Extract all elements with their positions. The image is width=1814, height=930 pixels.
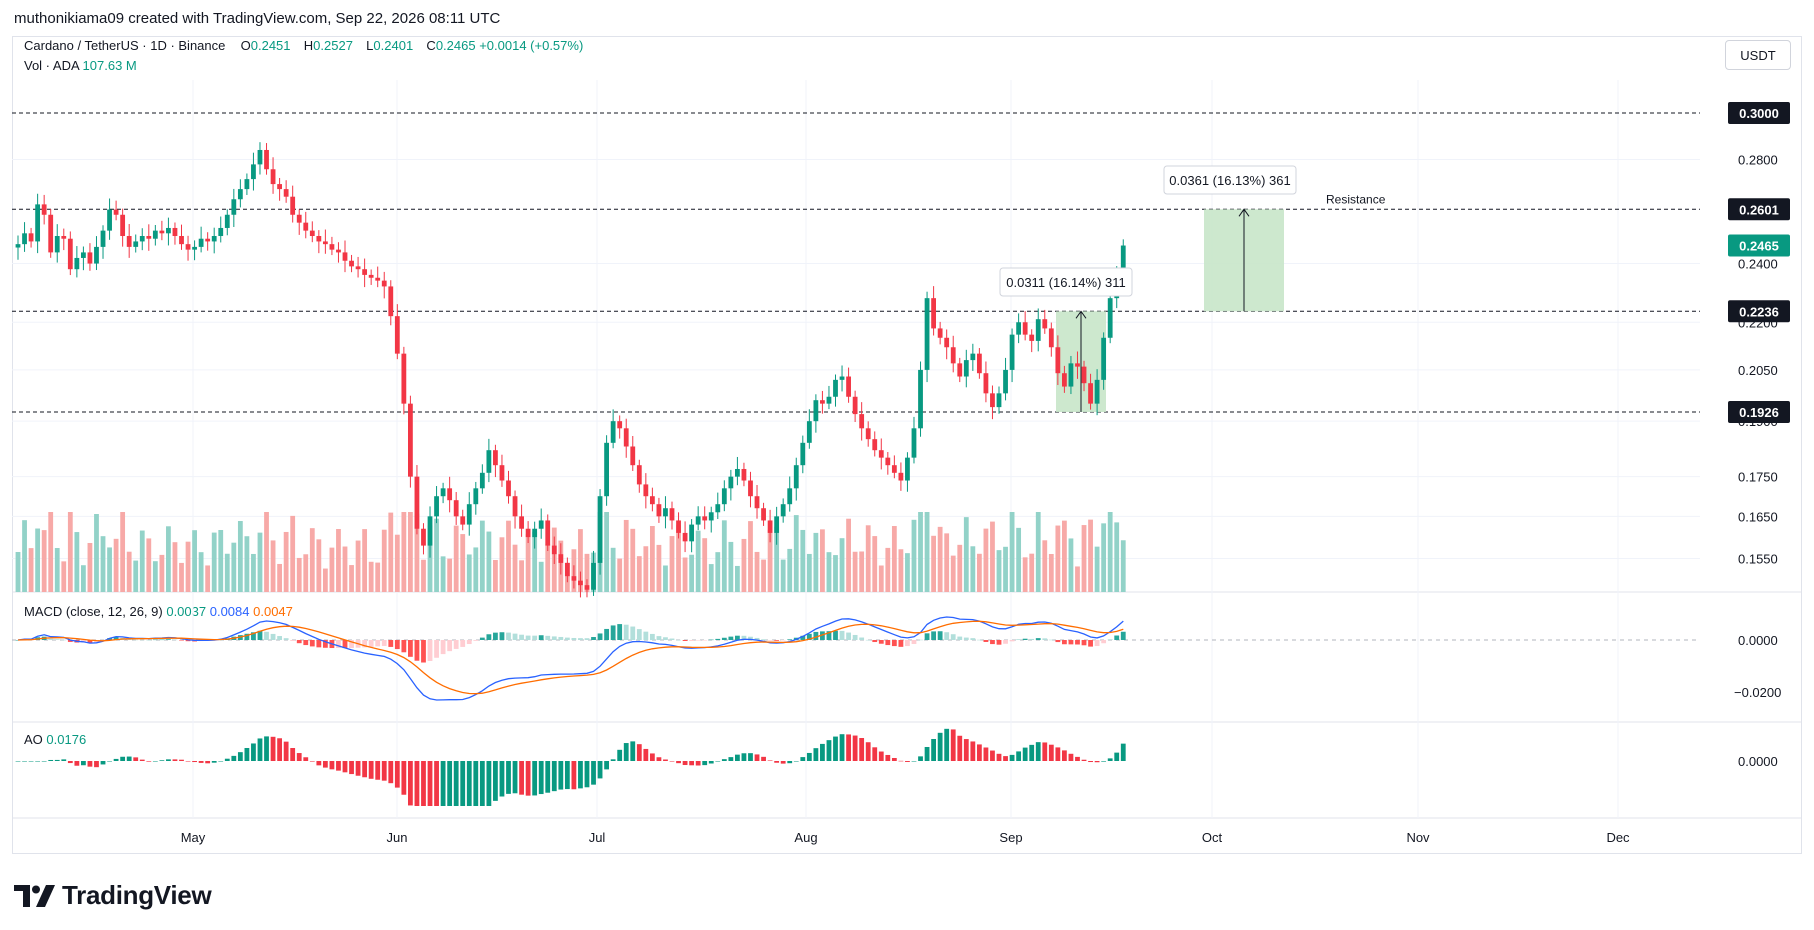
volume-label[interactable]: Vol · ADA bbox=[24, 58, 79, 73]
ohlc-high-label: H bbox=[303, 38, 314, 53]
chart-frame bbox=[12, 36, 1802, 854]
volume-legend: Vol · ADA 107.63 M bbox=[24, 58, 137, 73]
ohlc-close-value: 0.2465 bbox=[435, 38, 476, 53]
ohlc-change: +0.0014 (+0.57%) bbox=[479, 38, 584, 53]
ohlc-low-value: 0.2401 bbox=[373, 38, 414, 53]
macd-hist-value: 0.0037 bbox=[166, 604, 207, 619]
volume-value: 107.63 M bbox=[82, 58, 137, 73]
ao-label[interactable]: AO bbox=[24, 732, 43, 747]
tradingview-wordmark: TradingView bbox=[62, 880, 212, 910]
macd-line-value: 0.0084 bbox=[209, 604, 250, 619]
macd-label[interactable]: MACD (close, 12, 26, 9) bbox=[24, 604, 163, 619]
symbol-name[interactable]: Cardano / TetherUS · 1D · Binance bbox=[24, 38, 226, 53]
ohlc-close-label: C bbox=[426, 38, 436, 53]
ohlc-low-label: L bbox=[366, 38, 374, 53]
symbol-legend: Cardano / TetherUS · 1D · Binance O0.245… bbox=[24, 38, 583, 53]
tradingview-mark-icon bbox=[14, 884, 55, 907]
ohlc-open-label: O bbox=[240, 38, 251, 53]
chart-credit: muthonikiama09 created with TradingView.… bbox=[14, 10, 501, 27]
ohlc-open-value: 0.2451 bbox=[250, 38, 291, 53]
ao-legend: AO 0.0176 bbox=[24, 732, 86, 747]
macd-legend: MACD (close, 12, 26, 9) 0.0037 0.0084 0.… bbox=[24, 604, 293, 619]
ohlc-high-value: 0.2527 bbox=[313, 38, 353, 53]
macd-signal-value: 0.0047 bbox=[253, 604, 293, 619]
ao-value: 0.0176 bbox=[46, 732, 87, 747]
currency-button[interactable]: USDT bbox=[1725, 40, 1791, 70]
tradingview-logo: TradingView bbox=[14, 880, 212, 911]
